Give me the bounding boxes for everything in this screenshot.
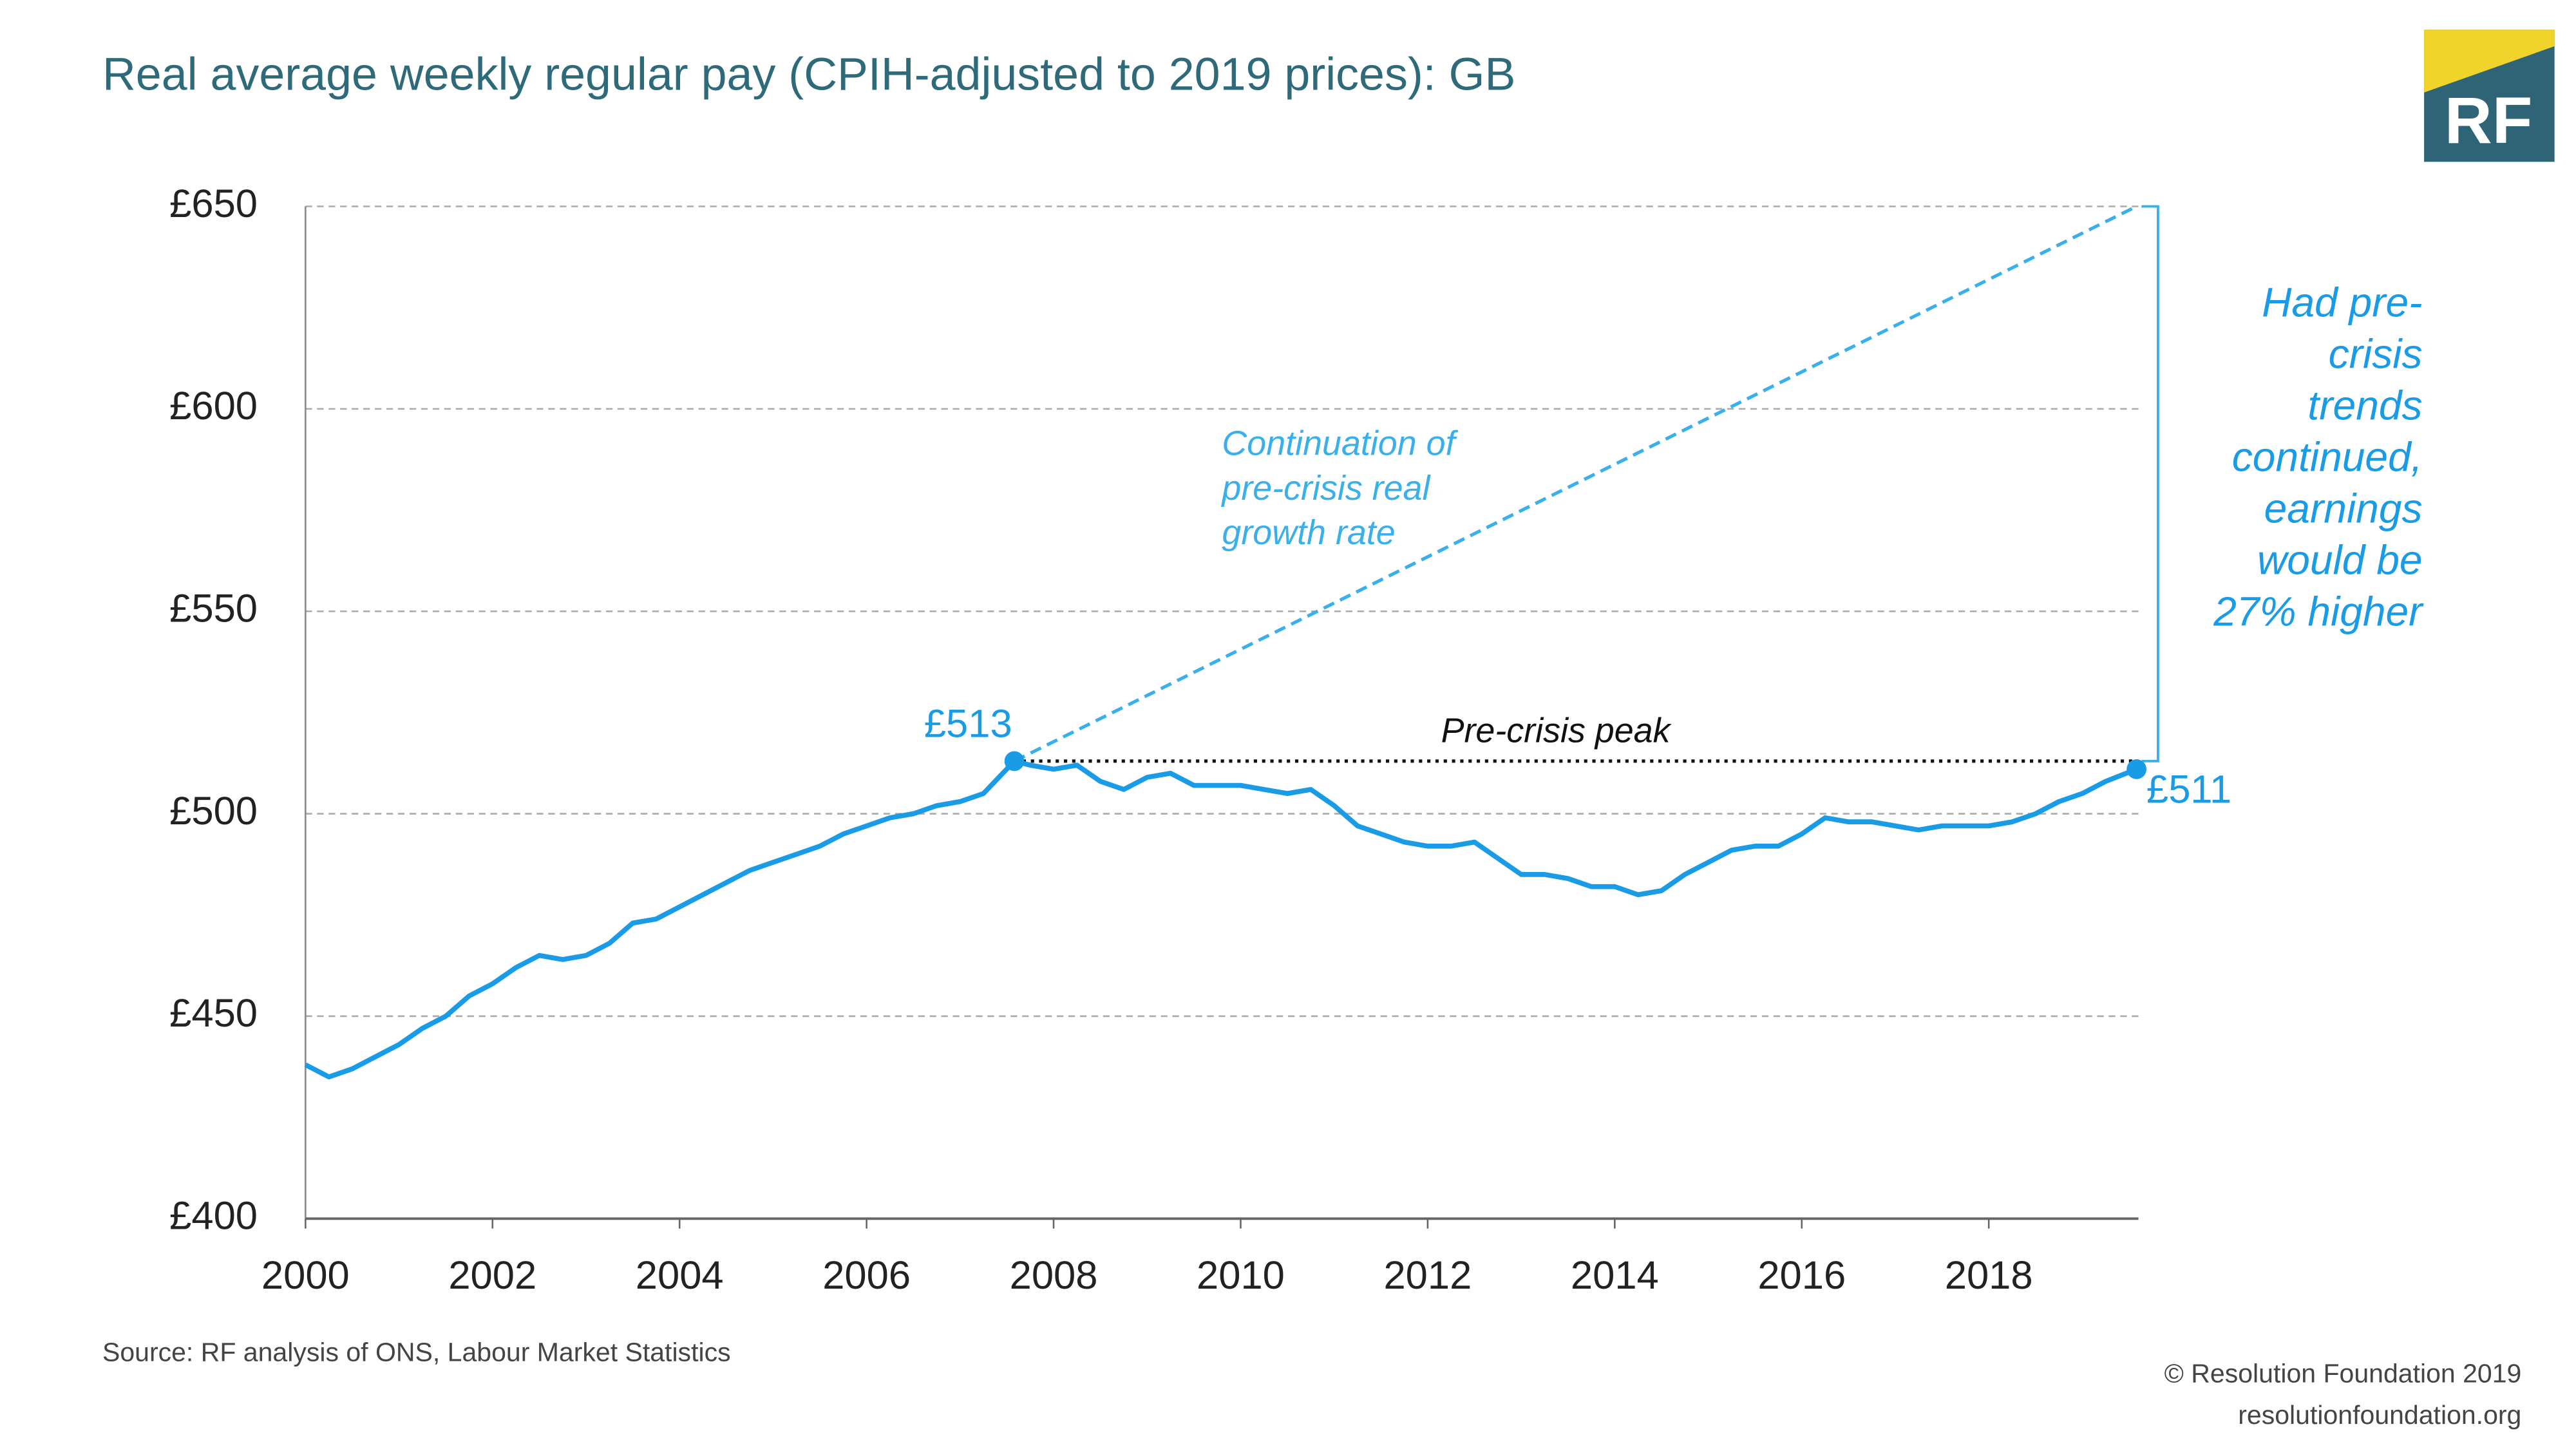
series-line xyxy=(304,759,2138,1080)
point xyxy=(1004,751,1025,772)
gap-annotation: Had pre- xyxy=(2262,279,2422,325)
point-label: £511 xyxy=(2146,768,2231,812)
x-tick-label: 2012 xyxy=(1383,1253,1472,1298)
point-label: £513 xyxy=(924,701,1012,746)
x-tick-label: 2000 xyxy=(261,1253,350,1298)
x-tick-label: 2004 xyxy=(636,1253,724,1298)
trend-annotation: pre-crisis real xyxy=(1220,469,1431,507)
y-tick-label: £450 xyxy=(169,991,258,1036)
logo: RF xyxy=(2424,30,2555,162)
x-tick-label: 2010 xyxy=(1197,1253,1285,1298)
y-tick-label: £400 xyxy=(169,1194,258,1238)
gap-annotation: would be xyxy=(2257,536,2423,583)
chart-title: Real average weekly regular pay (CPIH-ad… xyxy=(102,48,1515,100)
trend-annotation: growth rate xyxy=(1222,513,1395,552)
gap-annotation: trends xyxy=(2307,382,2422,428)
y-tick-label: £550 xyxy=(169,586,258,630)
copyright: © Resolution Foundation 2019 xyxy=(2164,1359,2522,1388)
gap-annotation: continued, xyxy=(2232,433,2423,480)
source: Source: RF analysis of ONS, Labour Marke… xyxy=(102,1337,731,1367)
y-tick-label: £500 xyxy=(169,789,258,833)
gap-annotation: earnings xyxy=(2264,485,2423,531)
x-tick-label: 2008 xyxy=(1010,1253,1098,1298)
gap-bracket xyxy=(2141,205,2159,762)
x-tick-label: 2002 xyxy=(448,1253,536,1298)
point xyxy=(2126,759,2146,779)
x-tick-label: 2016 xyxy=(1757,1253,1846,1298)
logo-accent xyxy=(2424,30,2555,93)
peak-label: Pre-crisis peak xyxy=(1441,711,1672,750)
url: resolutionfoundation.org xyxy=(2238,1400,2521,1430)
y-tick-label: £600 xyxy=(169,384,258,428)
y-tick-label: £650 xyxy=(169,182,258,226)
x-tick-label: 2014 xyxy=(1571,1253,1659,1298)
logo-text: RF xyxy=(2445,83,2533,157)
gap-annotation: crisis xyxy=(2329,330,2423,377)
x-tick-label: 2006 xyxy=(822,1253,911,1298)
trend-annotation: Continuation of xyxy=(1222,424,1458,463)
x-tick-label: 2018 xyxy=(1945,1253,2033,1298)
gap-annotation: 27% higher xyxy=(2213,588,2424,634)
trend-line xyxy=(1013,205,2137,763)
